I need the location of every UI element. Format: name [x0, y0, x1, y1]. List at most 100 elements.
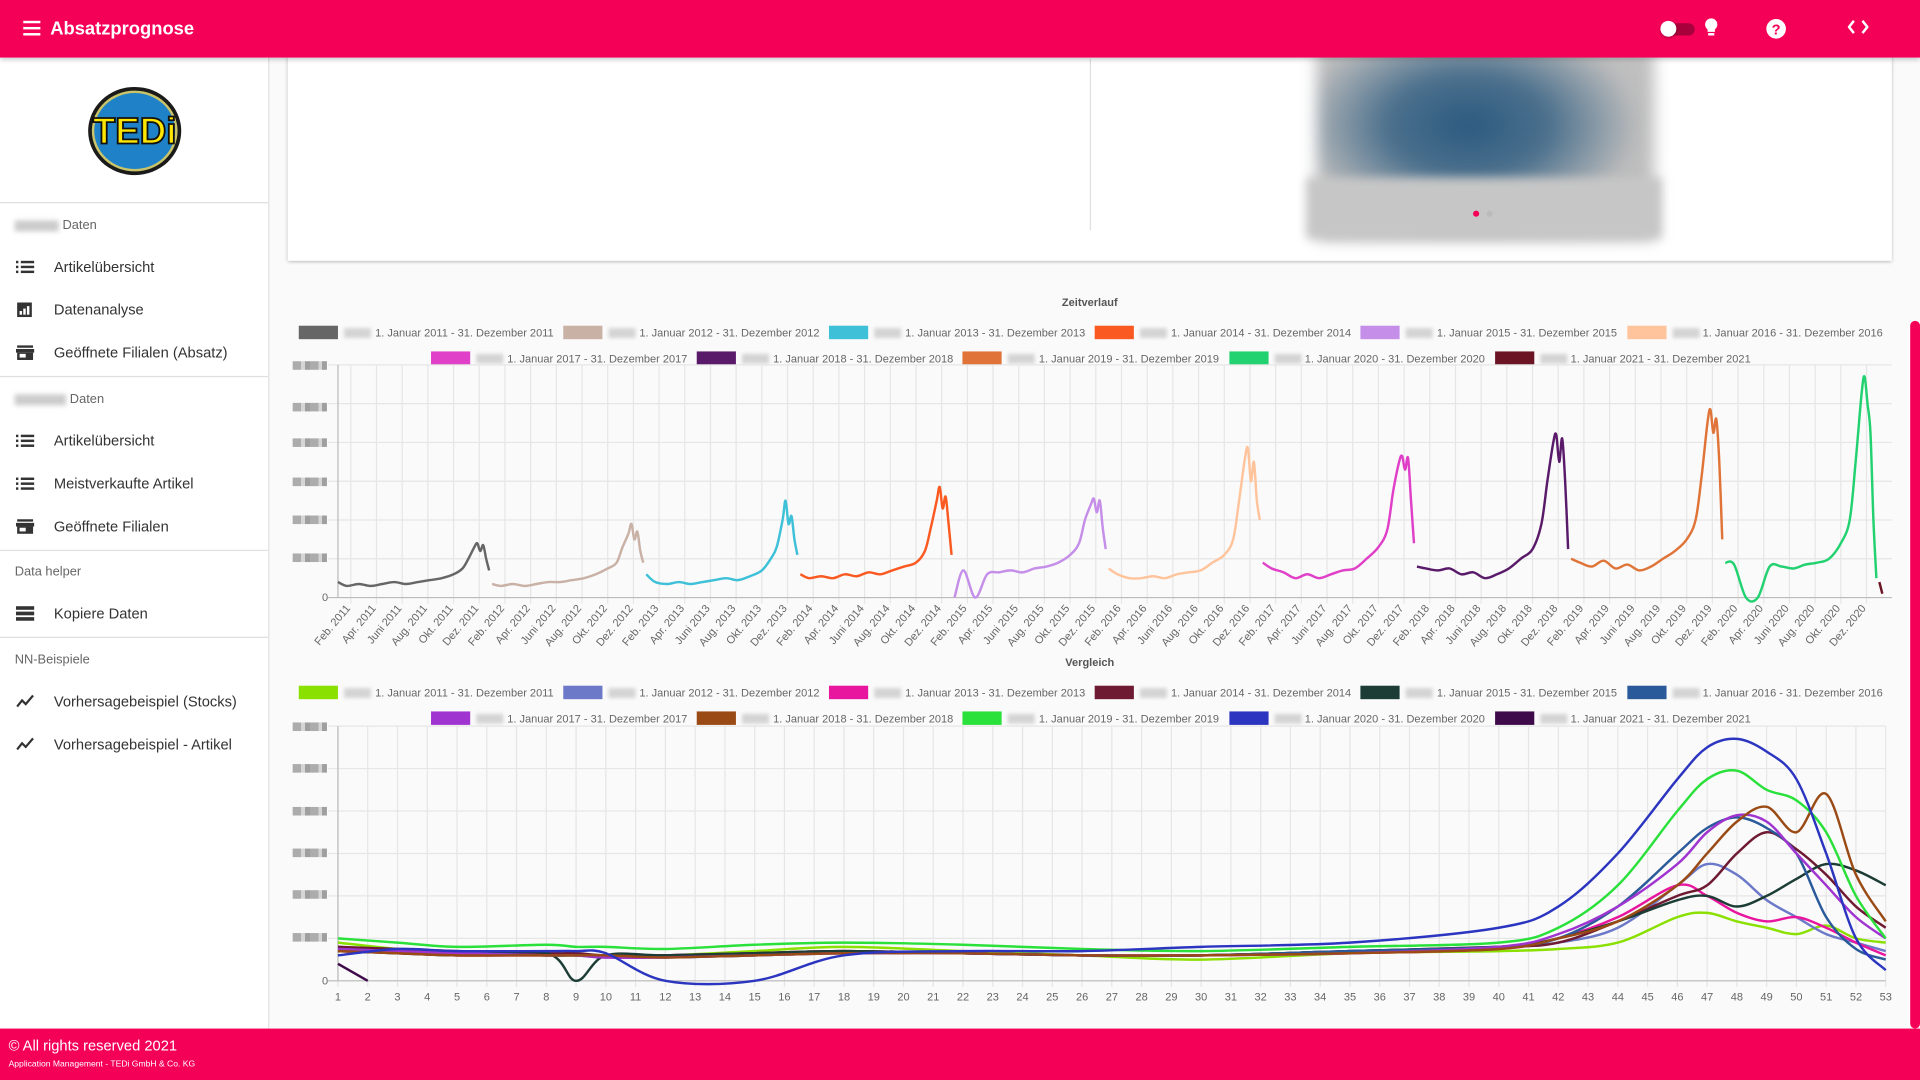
sidebar-item-artikeluebersicht-2[interactable]: Artikelübersicht: [0, 422, 268, 459]
series-line: [337, 769, 1887, 953]
sidebar-item-kopiere-daten[interactable]: Kopiere Daten: [0, 595, 268, 632]
sidebar-item-label: Datenanalyse: [53, 301, 144, 319]
legend-redacted-prefix: [608, 327, 636, 338]
sidebar-item-geoeffnete-filialen[interactable]: Geöffnete Filialen: [0, 508, 268, 545]
legend-redacted-prefix: [1406, 687, 1434, 698]
legend-item[interactable]: 1. Januar 2018 - 31. Dezember 2018: [697, 351, 953, 365]
x-tick-label: 22: [957, 991, 969, 1003]
legend-item[interactable]: 1. Januar 2012 - 31. Dezember 2012: [563, 325, 820, 340]
legend-item[interactable]: 1. Januar 2019 - 31. Dezember 2019: [963, 351, 1219, 365]
x-tick-label: Okt. 2019: [1649, 603, 1689, 647]
y-tick-label-redacted: [292, 477, 327, 487]
legend-item[interactable]: 1. Januar 2016 - 31. Dezember 2016: [1626, 325, 1883, 340]
theme-toggle[interactable]: [1660, 20, 1695, 37]
x-tick-label: 15: [749, 991, 761, 1003]
x-tick-label: Dez. 2020: [1827, 603, 1868, 649]
x-tick-label: 4: [424, 991, 430, 1003]
legend-item[interactable]: 1. Januar 2015 - 31. Dezember 2015: [1360, 685, 1617, 700]
y-tick-label-redacted: [292, 848, 327, 858]
article-image-caption: [1306, 177, 1662, 239]
x-tick-label: Okt. 2018: [1495, 603, 1535, 647]
legend-item[interactable]: 1. Januar 2011 - 31. Dezember 2011: [299, 325, 554, 340]
company: Application Management - TEDi GmbH & Co.…: [8, 1060, 196, 1069]
legend-item[interactable]: 1. Januar 2017 - 31. Dezember 2017: [431, 711, 687, 725]
sidebar-item-meistverkaufte-artikel[interactable]: Meistverkaufte Artikel: [0, 465, 268, 502]
svg-text:TEDi: TEDi: [93, 110, 177, 151]
legend-label: 1. Januar 2013 - 31. Dezember 2013: [905, 326, 1086, 339]
carousel-dot-active[interactable]: [1473, 210, 1480, 217]
legend-redacted-prefix: [1274, 353, 1302, 364]
sidebar-item-vorhersage-artikel[interactable]: Vorhersagebeispiel - Artikel: [0, 726, 268, 763]
x-tick-label: 34: [1314, 991, 1326, 1003]
legend-redacted-prefix: [742, 713, 770, 724]
legend-item[interactable]: 1. Januar 2017 - 31. Dezember 2017: [431, 351, 687, 365]
x-tick-label: 2: [365, 991, 371, 1003]
legend-swatch: [1494, 351, 1534, 365]
x-tick-label: Dez. 2011: [441, 603, 482, 649]
x-tick-label: Okt. 2014: [878, 603, 918, 647]
help-icon[interactable]: ?: [1766, 18, 1787, 39]
x-tick-label: 29: [1165, 991, 1177, 1003]
legend-redacted-prefix: [1140, 327, 1168, 338]
legend-label: 1. Januar 2012 - 31. Dezember 2012: [639, 326, 820, 339]
y-tick-label-redacted: [292, 515, 327, 525]
x-tick-label: Apr. 2020: [1727, 603, 1767, 647]
series-line: [1878, 581, 1884, 594]
trend-icon: [16, 694, 34, 708]
legend-redacted-prefix: [344, 687, 372, 698]
legend-swatch: [697, 351, 737, 365]
legend-item[interactable]: 1. Januar 2020 - 31. Dezember 2020: [1228, 711, 1485, 725]
x-tick-label: Feb. 2018: [1391, 603, 1432, 649]
x-tick-label: 1: [335, 991, 341, 1003]
sidebar-item-geoeffnete-filialen-absatz[interactable]: Geöffnete Filialen (Absatz): [0, 334, 268, 371]
legend-item[interactable]: 1. Januar 2013 - 31. Dezember 2013: [829, 325, 1086, 340]
x-tick-label: 37: [1403, 991, 1415, 1003]
copyright: © All rights reserved 2021: [8, 1037, 178, 1055]
legend-item[interactable]: 1. Januar 2016 - 31. Dezember 2016: [1626, 685, 1883, 700]
series-line: [337, 792, 1887, 959]
x-tick-label: 24: [1016, 991, 1028, 1003]
legend-item[interactable]: 1. Januar 2012 - 31. Dezember 2012: [563, 685, 819, 700]
divider: [0, 202, 269, 204]
x-tick-label: Okt. 2015: [1033, 603, 1073, 647]
x-tick-label: Feb. 2019: [1545, 603, 1586, 649]
legend-swatch: [431, 711, 471, 725]
x-tick-label: Aug. 2013: [697, 603, 738, 649]
legend-item[interactable]: 1. Januar 2019 - 31. Dezember 2019: [963, 711, 1219, 725]
store-icon: [15, 345, 35, 361]
legend-label: 1. Januar 2021 - 31. Dezember 2021: [1570, 712, 1751, 725]
legend-item[interactable]: 1. Januar 2014 - 31. Dezember 2014: [1095, 685, 1351, 700]
app-header: Absatzprognose ?: [0, 0, 1920, 58]
x-tick-label: Apr. 2017: [1264, 603, 1304, 647]
y-tick-label-redacted: [292, 402, 327, 412]
legend-item[interactable]: 1. Januar 2021 - 31. Dezember 2021: [1494, 351, 1751, 365]
x-tick-label: Aug. 2012: [543, 603, 584, 649]
legend-item[interactable]: 1. Januar 2014 - 31. Dezember 2014: [1095, 325, 1351, 340]
sidebar-item-datenanalyse[interactable]: Datenanalyse: [0, 291, 268, 328]
x-tick-label: 27: [1106, 991, 1118, 1003]
x-tick-label: Feb. 2011: [313, 603, 354, 648]
code-icon[interactable]: [1847, 20, 1869, 35]
menu-icon[interactable]: [23, 20, 41, 36]
sidebar-item-artikeluebersicht[interactable]: Artikelübersicht: [0, 249, 268, 286]
legend-item[interactable]: 1. Januar 2021 - 31. Dezember 2021: [1494, 711, 1751, 725]
x-tick-label: Juni 2020: [1752, 603, 1792, 647]
lightbulb-icon[interactable]: [1703, 17, 1719, 37]
sidebar-item-vorhersage-stocks[interactable]: Vorhersagebeispiel (Stocks): [0, 683, 268, 720]
divider: [0, 375, 269, 378]
scrollbar-thumb[interactable]: [1910, 320, 1920, 1029]
y-tick-label-redacted: [292, 890, 327, 899]
carousel-dot[interactable]: [1486, 210, 1493, 217]
legend-item[interactable]: 1. Januar 2018 - 31. Dezember 2018: [697, 711, 953, 725]
legend-item[interactable]: 1. Januar 2015 - 31. Dezember 2015: [1360, 325, 1617, 340]
legend-redacted-prefix: [1008, 713, 1036, 724]
legend-item[interactable]: 1. Januar 2011 - 31. Dezember 2011: [299, 685, 554, 700]
legend-label: 1. Januar 2020 - 31. Dezember 2020: [1304, 712, 1485, 725]
series-line: [337, 883, 1887, 957]
x-tick-label: Feb. 2016: [1083, 603, 1124, 649]
x-tick-label: Dez. 2019: [1673, 603, 1714, 649]
legend-item[interactable]: 1. Januar 2013 - 31. Dezember 2013: [829, 685, 1085, 700]
legend-item[interactable]: 1. Januar 2020 - 31. Dezember 2020: [1228, 351, 1485, 365]
legend-redacted-prefix: [1539, 353, 1567, 364]
sidebar-item-label: Artikelübersicht: [53, 432, 155, 450]
